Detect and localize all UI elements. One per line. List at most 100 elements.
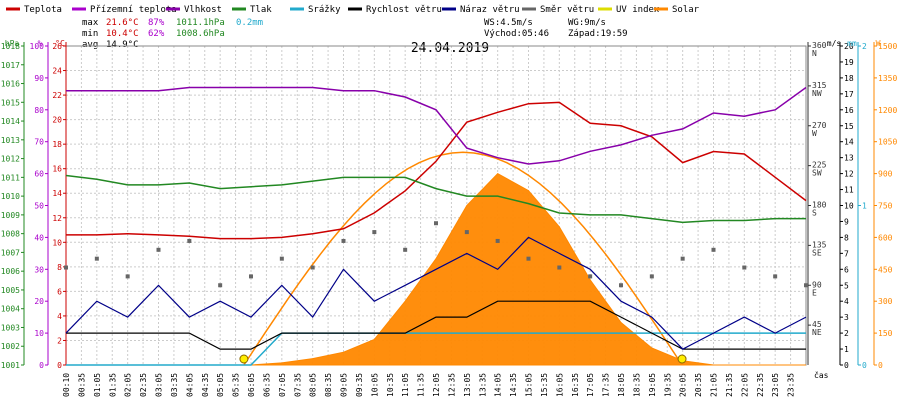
series-wind-dir-point [711, 247, 716, 252]
w-tick-label: 1050 [878, 138, 897, 147]
x-tick-label: 21:05 [710, 373, 719, 397]
x-tick-label: 23:35 [787, 373, 796, 397]
series-wind-dir-point [557, 265, 562, 270]
series-wind-dir-point [526, 256, 531, 261]
mm-axis: 2 10 mm [847, 39, 867, 370]
deg-tick-label: 135 [812, 240, 827, 249]
hpa-tick-label: 1012 [1, 155, 20, 164]
x-tick-label: 13:35 [478, 373, 487, 397]
hpa-tick-label: 1002 [1, 342, 20, 351]
deg-tick-label: 360 [812, 41, 827, 50]
x-tick-label: 10:05 [370, 373, 379, 397]
pct-tick-label: 60 [34, 170, 44, 179]
hpa-tick-label: 1017 [1, 61, 20, 70]
hpa-tick-label: 1007 [1, 248, 20, 257]
w-tick-label: 600 [878, 233, 893, 242]
series-line-1 [66, 86, 807, 165]
x-tick-label: 16:05 [555, 373, 564, 397]
x-tick-label: 06:35 [262, 373, 271, 397]
w-tick-label: 1500 [878, 42, 897, 51]
ms-tick-label: 5 [844, 281, 849, 290]
series-wind-dir-point [804, 283, 808, 288]
degc-tick-label: 24 [52, 67, 62, 76]
x-tick-label: 15:05 [525, 373, 534, 397]
legend-label: Tlak [250, 5, 272, 15]
deg-dir-label: NW [812, 89, 822, 98]
w-tick-label: 750 [878, 202, 893, 211]
ms-unit: m/s [827, 39, 842, 48]
w-unit: W [876, 39, 881, 48]
ms-tick-label: 2 [844, 329, 849, 338]
stat-text: 0.2mm [236, 18, 263, 28]
legend-label: Směr větru [540, 5, 594, 15]
pct-tick-label: 80 [34, 106, 44, 115]
x-tick-label: 14:35 [509, 373, 518, 397]
x-tick-label: 05:05 [216, 373, 225, 397]
legend-label: Solar [672, 5, 700, 15]
w-tick-label: 1350 [878, 74, 897, 83]
pct-tick-label: 0 [39, 361, 44, 370]
stat-text: 10.4°C [106, 29, 139, 39]
degc-tick-label: 20 [52, 116, 62, 125]
degc-tick-label: 26 [52, 42, 62, 51]
ms-tick-label: 15 [844, 122, 854, 131]
mm-tick-label: 1 [862, 202, 867, 211]
hpa-tick-label: 1011 [1, 173, 20, 182]
w-tick-label: 450 [878, 265, 893, 274]
legend-label: Náraz větru [460, 5, 520, 15]
deg-tick-label: 270 [812, 121, 827, 130]
series-line-3 [66, 332, 806, 366]
x-unit: čas [814, 370, 829, 380]
hpa-tick-label: 1006 [1, 267, 20, 276]
series-line-5 [65, 236, 807, 350]
legend-label: UV index [616, 5, 660, 15]
x-tick-label: 00:35 [77, 373, 86, 397]
deg-tick-label: 180 [812, 201, 827, 210]
x-tick-label: 04:35 [201, 373, 210, 397]
x-tick-label: 15:35 [540, 373, 549, 397]
ms-tick-label: 4 [844, 297, 849, 306]
hpa-tick-label: 1018 [1, 42, 20, 51]
x-tick-label: 17:05 [586, 373, 595, 397]
ms-tick-label: 6 [844, 265, 849, 274]
x-tick-label: 08:35 [324, 373, 333, 397]
pct-tick-label: 100 [30, 42, 45, 51]
stat-text: Západ:19:59 [568, 29, 628, 39]
legend-label: Rychlost větru [366, 5, 442, 15]
w-tick-label: 300 [878, 297, 893, 306]
series-wind-dir-point [187, 238, 192, 243]
w-tick-label: 1200 [878, 106, 897, 115]
x-tick-label: 03:05 [155, 373, 164, 397]
stat-text: 87% [148, 18, 165, 28]
deg-dir-label: SE [812, 248, 822, 257]
series-wind-dir-point [279, 256, 284, 261]
stat-text: 14.9°C [106, 40, 139, 50]
x-tick-label: 17:35 [602, 373, 611, 397]
deg-dir-label: NE [812, 328, 822, 337]
ms-tick-label: 16 [844, 106, 854, 115]
ms-tick-label: 10 [844, 202, 854, 211]
series-line-2 [65, 174, 806, 224]
pct-tick-label: 90 [34, 74, 44, 83]
ms-tick-label: 1 [844, 345, 849, 354]
x-tick-label: 08:05 [309, 373, 318, 397]
series-wind-dir-point [464, 230, 469, 235]
pct-tick-label: 20 [34, 297, 44, 306]
legend-label: Přízemní teplota [90, 5, 177, 15]
ms-tick-label: 11 [844, 186, 854, 195]
x-tick-label: 11:35 [417, 373, 426, 397]
w-tick-label: 150 [878, 329, 893, 338]
deg-dir-label: SW [812, 169, 822, 178]
degc-tick-label: 6 [57, 287, 62, 296]
x-tick-label: 02:35 [139, 373, 148, 397]
legend-label: Srážky [308, 5, 341, 15]
x-tick-label: 18:35 [632, 373, 641, 397]
hpa-tick-label: 1013 [1, 136, 20, 145]
degc-tick-label: 8 [57, 263, 62, 272]
x-tick-label: 09:05 [340, 373, 349, 397]
mm-unit: mm [847, 39, 857, 48]
ms-tick-label: 8 [844, 233, 849, 242]
x-tick-label: 21:35 [725, 373, 734, 397]
